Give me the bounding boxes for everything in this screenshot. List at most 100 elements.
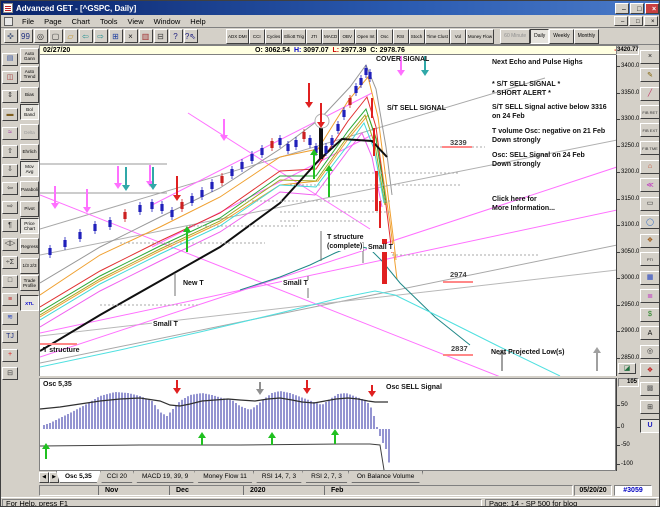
sum-divide-button[interactable]: ÷Σ — [2, 256, 18, 269]
about-button[interactable]: ? — [168, 29, 183, 43]
arrow-down-button[interactable]: ⇩ — [2, 163, 18, 177]
indicator-open-int[interactable]: Open Int — [355, 28, 377, 44]
text-note-button[interactable]: ¶ — [2, 219, 18, 232]
context-help-button[interactable]: ?⇖ — [183, 29, 198, 43]
copy-page-button[interactable]: ⊞ — [108, 29, 123, 43]
expert-elliott-button[interactable]: ◯ — [640, 215, 659, 230]
indicator-jti[interactable]: JTI — [306, 28, 323, 44]
study-bol-band[interactable]: Bol Band — [20, 103, 39, 120]
delete-button[interactable]: × — [123, 29, 138, 43]
minimize-button[interactable]: – — [615, 2, 629, 14]
study-parabolic[interactable]: Parabolic — [20, 181, 39, 197]
lines-tool-button[interactable]: ≡ — [2, 293, 18, 306]
tab-osc-5-35[interactable]: Osc 5,35 — [56, 471, 101, 483]
indicator-time-clust[interactable]: Time Clust — [424, 28, 450, 44]
tab-money-flow-11[interactable]: Money Flow 11 — [194, 471, 256, 483]
gann-box-button[interactable]: ⌂ — [640, 159, 659, 174]
pin-button[interactable]: ✜ — [3, 29, 18, 43]
fib-time-button[interactable]: FIB TME — [640, 141, 659, 156]
study-auto-gann[interactable]: Auto Gann — [20, 48, 39, 64]
arrow-left-button[interactable]: ⇦ — [2, 182, 18, 195]
menu-file[interactable]: File — [22, 16, 35, 26]
arrow-right-button[interactable]: ⇨ — [2, 200, 18, 214]
oscillator-panel[interactable]: Osc 5,35 Osc SELL Signal — [39, 378, 616, 471]
menu-window[interactable]: Window — [153, 16, 181, 26]
pencil-tool-button[interactable]: ✎ — [640, 68, 659, 82]
elliott-waves-button[interactable]: ≋ — [2, 311, 18, 325]
pti-button[interactable]: PTI — [640, 252, 659, 266]
study-trade-profile[interactable]: Trade Profile — [20, 274, 39, 291]
price-chart-canvas[interactable]: COVER SIGNAL S/T SELL SIGNAL Next Echo and… — [39, 55, 616, 376]
menu-chart[interactable]: Chart — [71, 16, 90, 26]
fib-retracement-button[interactable]: FIB RET — [640, 104, 659, 119]
snap-grid-button[interactable]: ▩ — [640, 381, 659, 396]
indicator-adx-dmi[interactable]: ADX DMI — [226, 28, 249, 44]
search-button[interactable]: ◎ — [33, 29, 48, 43]
open-folder-button[interactable]: ▱ — [63, 29, 78, 43]
indicator-elliott-trig[interactable]: Elliott Trig — [282, 28, 307, 44]
trendline-tool-button[interactable]: ╱ — [640, 86, 659, 101]
child-close-button[interactable]: × — [644, 16, 658, 26]
text-tool-button[interactable]: A — [640, 326, 659, 340]
print-chart-button[interactable]: ⊟ — [2, 367, 18, 380]
study-button[interactable]: ▬ — [2, 108, 18, 121]
menu-view[interactable]: View — [127, 16, 144, 26]
back-arrow-button[interactable]: ⇦ — [78, 29, 93, 43]
eraser-button[interactable]: ❖ — [640, 233, 659, 248]
study-bias[interactable]: Bias — [20, 86, 39, 103]
crosshair-button[interactable]: + — [2, 348, 18, 362]
tab-macd-19-39-9[interactable]: MACD 19, 39, 9 — [133, 471, 197, 483]
menu-tools[interactable]: Tools — [99, 16, 118, 26]
multi-chart-button[interactable]: ◫ — [2, 71, 18, 84]
indicator-cycles[interactable]: Cycles — [264, 28, 283, 44]
new-chart-button[interactable]: ▢ — [48, 29, 63, 43]
indicator-vol[interactable]: Vol — [449, 28, 466, 44]
tab-on-balance-volume[interactable]: On Balance Volume — [348, 471, 423, 483]
tjs-web-button[interactable]: TJ — [2, 330, 18, 343]
indicator-macd[interactable]: MACD — [322, 28, 340, 44]
indicator-osc[interactable]: Osc — [376, 28, 393, 44]
child-maximize-button[interactable]: □ — [629, 16, 643, 26]
tab-scroll-left[interactable]: ◀ — [39, 472, 49, 483]
study-regression[interactable]: Regression — [20, 238, 39, 254]
fan-lines-button[interactable]: ≪ — [640, 178, 659, 193]
study-pivot[interactable]: Pivot — [20, 200, 39, 217]
scale-reset-button[interactable]: ⇕ — [2, 89, 18, 103]
indicator-obv[interactable]: OBV — [339, 28, 356, 44]
undo-button[interactable]: U — [640, 418, 659, 433]
arrow-up-button[interactable]: ⇧ — [2, 145, 18, 158]
print-button[interactable]: ⊟ — [153, 29, 168, 43]
timeframe-60-minute[interactable]: 60 Minute — [500, 28, 531, 44]
chart-page-button[interactable]: ▤ — [2, 52, 18, 66]
rectangle-tool-button[interactable]: □ — [2, 274, 18, 288]
ellipse-tool-button[interactable]: ≈ — [2, 126, 18, 140]
grid-button[interactable]: ▦ — [640, 270, 659, 285]
tab-rsi-14-7-3[interactable]: RSI 14, 7, 3 — [253, 471, 305, 483]
study-mov-avg[interactable]: Mov Avg — [20, 160, 39, 177]
tab-cci-20[interactable]: CCI 20 — [98, 471, 136, 483]
study-price-chart[interactable]: Price Chart — [20, 217, 39, 234]
copy-tool-button[interactable]: ⊞ — [640, 400, 659, 414]
mob-button[interactable]: ≣ — [640, 289, 659, 303]
study-ehrlich[interactable]: Ehrlich — [20, 143, 39, 160]
indicator-rsi[interactable]: RSI — [392, 28, 409, 44]
study-delta[interactable]: Delta — [20, 124, 39, 140]
expand-compress-button[interactable]: ◁▷ — [2, 237, 18, 251]
price-axis[interactable]: 3400.00 3350.00 3300.00 3250.00 3200.00 3150.… — [616, 55, 643, 376]
indicator-stoch[interactable]: Stoch — [408, 28, 425, 44]
forward-arrow-button[interactable]: ⇨ — [93, 29, 108, 43]
pointer-delete-button[interactable]: × — [640, 49, 659, 64]
menu-page[interactable]: Page — [44, 16, 62, 26]
rectangle-draw-button[interactable]: ▭ — [640, 196, 659, 211]
study-xtl[interactable]: XTL — [20, 295, 39, 311]
tile-charts-button[interactable]: ▥ — [138, 29, 153, 43]
child-minimize-button[interactable]: – — [614, 16, 628, 26]
timeframe-monthly[interactable]: Monthly — [573, 28, 600, 44]
palette-button[interactable]: ❖ — [640, 363, 659, 377]
fib-extension-button[interactable]: FIB EXT — [640, 123, 659, 137]
study-auto-trend[interactable]: Auto Trend — [20, 66, 39, 82]
menu-help[interactable]: Help — [190, 16, 206, 26]
profit-taking-button[interactable]: $ — [640, 307, 659, 322]
indicator-cci[interactable]: CCI — [248, 28, 265, 44]
zoom-tool-button[interactable]: ◎ — [640, 344, 659, 359]
